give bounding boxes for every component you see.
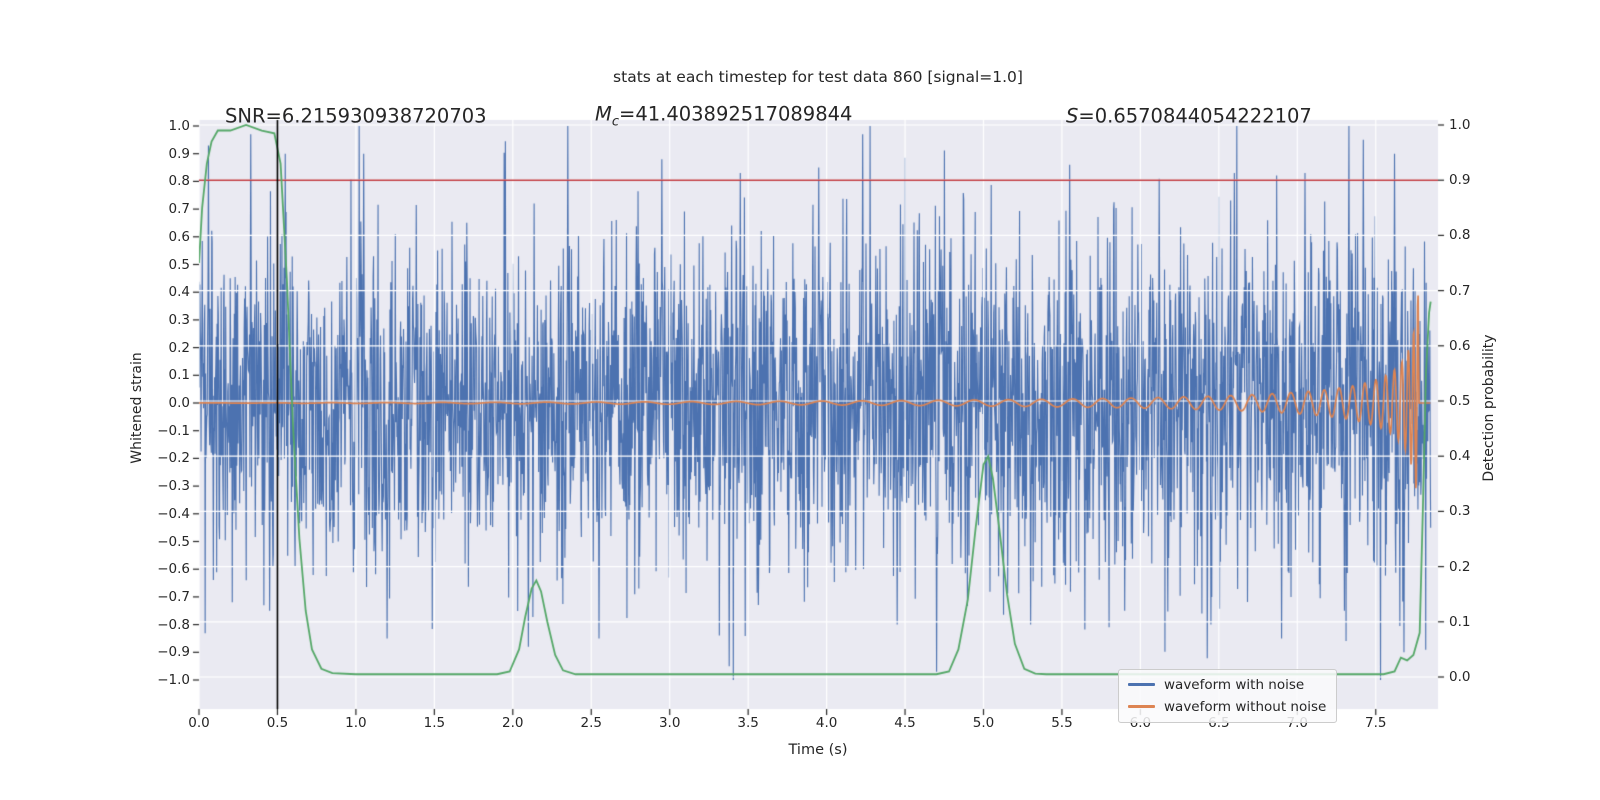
x-axis-label: Time (s) [788, 742, 848, 758]
tick-label: 0.2 [1449, 558, 1471, 575]
legend-line-swatch [1128, 705, 1155, 708]
tick-label: −0.4 [157, 505, 190, 522]
tick-label: −0.2 [157, 450, 190, 467]
right-y-axis-label: Detection probability [1481, 334, 1497, 482]
tick-label: 0.0 [1449, 669, 1471, 685]
tick-label: 0.9 [1449, 172, 1471, 189]
tick-label: 0.0 [188, 715, 210, 731]
legend-item: waveform without noise [1128, 697, 1326, 716]
legend-label: waveform with noise [1164, 676, 1305, 693]
legend-item: waveform with noise [1128, 675, 1326, 694]
tick-label: 0.7 [1449, 282, 1471, 299]
s-stat-value: =0.6570844054222107 [1078, 104, 1312, 128]
tick-label: 0.1 [168, 367, 190, 384]
chirp-mass-subscript: c [611, 114, 619, 130]
tick-label: 0.4 [168, 284, 190, 301]
left-y-axis-label: Whitened strain [129, 352, 145, 464]
tick-label: −0.3 [157, 478, 190, 495]
chirp-mass-symbol: M [595, 102, 612, 126]
tick-label: −0.7 [157, 588, 190, 605]
tick-label: 5.5 [1051, 715, 1073, 731]
tick-label: −0.9 [157, 644, 190, 661]
tick-label: 0.9 [168, 145, 190, 162]
tick-label: 0.5 [1449, 393, 1471, 409]
tick-label: 1.0 [1449, 117, 1471, 133]
tick-label: 4.5 [894, 715, 916, 731]
tick-label: 3.0 [658, 715, 681, 731]
tick-label: 0.6 [1449, 337, 1471, 354]
legend: waveform with noise waveform without nois… [1118, 669, 1338, 723]
chirp-mass-value: =41.403892517089844 [618, 102, 853, 126]
legend-line-swatch [1128, 683, 1155, 686]
tick-label: 0.3 [1449, 503, 1471, 520]
tick-label: 4.0 [815, 715, 838, 731]
tick-label: 2.5 [580, 715, 602, 731]
tick-label: 0.1 [1449, 613, 1471, 630]
tick-label: 0.4 [1449, 448, 1471, 465]
tick-label: 7.5 [1365, 715, 1387, 731]
tick-label: 2.0 [502, 715, 524, 731]
tick-label: 0.2 [168, 339, 190, 356]
tick-label: 0.3 [168, 311, 190, 328]
annotation-s-stat: S=0.6570844054222107 [1066, 105, 1312, 128]
tick-label: 1.5 [423, 715, 446, 731]
tick-label: 3.5 [737, 715, 759, 731]
s-stat-symbol: S [1066, 104, 1079, 128]
tick-label: 0.0 [168, 395, 190, 411]
tick-label: 5.0 [972, 715, 995, 731]
tick-label: 0.5 [266, 715, 289, 731]
legend-label: waveform without noise [1164, 698, 1327, 715]
tick-label: 0.8 [1449, 227, 1471, 244]
tick-label: 1.0 [345, 715, 367, 731]
tick-label: 0.6 [168, 228, 190, 245]
tick-label: 0.5 [168, 256, 190, 273]
tick-label: −0.8 [157, 616, 190, 633]
chart-title: stats at each timestep for test data 860… [613, 68, 1023, 86]
tick-label: −0.1 [157, 422, 190, 439]
tick-label: −0.5 [157, 533, 190, 550]
tick-label: −0.6 [157, 561, 190, 578]
annotation-snr: SNR=6.215930938720703 [225, 104, 487, 128]
tick-label: 0.7 [168, 201, 190, 218]
tick-label: −1.0 [157, 672, 190, 688]
tick-label: 0.8 [168, 173, 190, 190]
tick-label: 1.0 [168, 118, 190, 134]
annotation-chirp-mass: Mc=41.403892517089844 [595, 103, 852, 130]
